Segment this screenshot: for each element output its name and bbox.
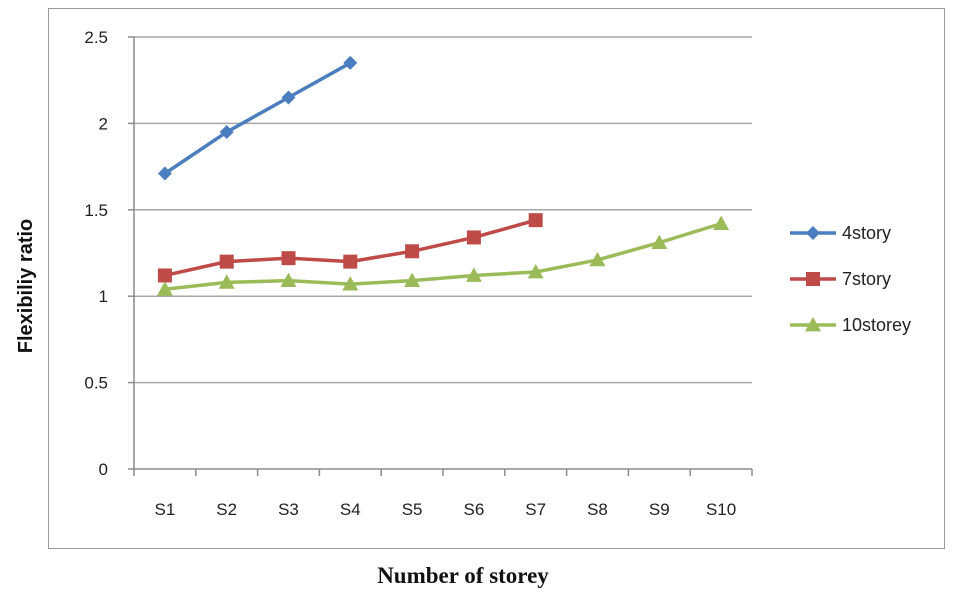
series-lines [156,55,730,296]
y-tick-label: 0.5 [84,374,108,393]
y-tick-label: 1 [99,287,108,306]
x-tick-label: S10 [706,500,736,519]
tick-labels: 0 0.5 1 1.5 2 2.5 S1 S2 S3 S4 S5 S6 S7 S8 S9 S10 [84,28,736,519]
triangle-marker [342,276,359,291]
y-tick-label: 2.5 [84,28,108,47]
x-tick-label: S9 [649,500,670,519]
triangle-marker [465,267,482,282]
square-marker [806,272,820,286]
square-marker [343,254,358,269]
square-marker [528,213,543,228]
series-7story [157,213,543,283]
square-marker [405,244,420,259]
y-tick-label: 2 [99,114,108,133]
triangle-marker [156,281,173,296]
series-10storey [156,215,730,296]
diamond-marker [157,166,172,181]
y-axis-label: Flexibiliy ratio [15,219,37,353]
triangle-marker [404,272,421,288]
x-tick-label: S3 [278,500,299,519]
x-axis-label: Number of storey [377,563,549,588]
diamond-marker [343,55,358,70]
x-tick-label: S6 [464,500,485,519]
diamond-marker [219,125,234,140]
series-4story [157,55,358,181]
triangle-marker [805,317,821,332]
axes [128,36,753,476]
x-tick-label: S5 [402,500,423,519]
x-tick-label: S2 [216,500,237,519]
legend: 4story 7story 10storey [790,223,911,335]
triangle-marker [218,274,235,289]
x-tick-label: S4 [340,500,361,519]
grid-lines [134,36,752,384]
legend-item-4story: 4story [790,223,891,243]
diamond-marker [281,90,296,105]
triangle-marker [589,251,606,267]
legend-item-10storey: 10storey [790,315,911,335]
x-tick-label: S1 [155,500,176,519]
legend-item-7story: 7story [790,269,891,289]
y-tick-label: 0 [99,460,108,479]
legend-label: 10storey [842,315,911,335]
series-line [164,221,722,292]
x-tick-label: S7 [525,500,546,519]
triangle-marker [280,272,297,288]
square-marker [219,254,234,269]
square-marker [157,268,172,283]
square-marker [281,251,296,266]
triangle-marker [527,264,544,279]
triangle-marker [651,234,668,250]
triangle-marker [713,215,730,231]
y-tick-label: 1.5 [84,201,108,220]
legend-label: 4story [842,223,891,243]
square-marker [466,230,481,245]
series-line [163,61,352,175]
legend-label: 7story [842,269,891,289]
x-tick-label: S8 [587,500,608,519]
diamond-marker [806,226,820,240]
